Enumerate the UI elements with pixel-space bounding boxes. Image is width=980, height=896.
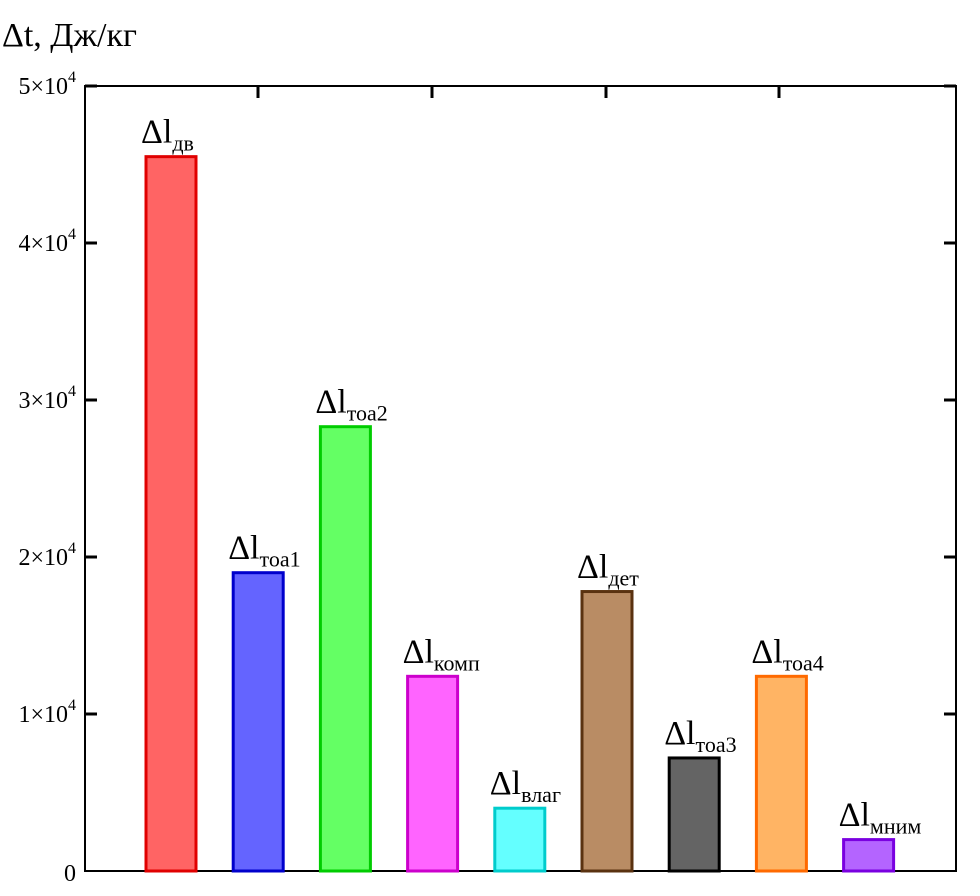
y-tick-label: 1×104 bbox=[18, 697, 76, 728]
bar-мним bbox=[842, 838, 896, 873]
y-tick-label: 0 bbox=[64, 861, 76, 887]
y-ticks: 0 1×104 2×104 3×104 4×104 5×104 bbox=[18, 69, 956, 887]
bars-group: Δlдв Δlтоа1 Δlтоа2 Δlкомп Δlвлаг Δlдет Δlтоа3 Δ… bbox=[141, 114, 922, 873]
bar-тоа4 bbox=[754, 674, 808, 873]
bar-дет bbox=[580, 590, 634, 873]
bar-тоа2 bbox=[318, 425, 372, 873]
bar-комп bbox=[406, 674, 460, 873]
bar-label-мним: Δlмним bbox=[839, 797, 922, 839]
bar-label-тоа2: Δlтоа2 bbox=[315, 384, 387, 426]
y-tick-label: 4×104 bbox=[18, 226, 76, 257]
bar-label-тоа3: Δlтоа3 bbox=[664, 715, 736, 757]
bar-label-влаг: Δlвлаг bbox=[490, 765, 561, 807]
bar-влаг bbox=[493, 806, 547, 873]
bar-label-комп: Δlкомп bbox=[403, 633, 480, 675]
plot-frame bbox=[84, 85, 957, 872]
bar-тоа1 bbox=[231, 571, 285, 873]
bar-label-дв: Δlдв bbox=[141, 114, 194, 156]
bar-тоа3 bbox=[667, 756, 721, 873]
bar-label-тоа1: Δlтоа1 bbox=[228, 530, 300, 572]
y-axis-label: Δt, Дж/кг bbox=[2, 17, 137, 54]
bar-label-тоа4: Δlтоа4 bbox=[751, 633, 823, 675]
y-tick-label: 3×104 bbox=[18, 383, 76, 414]
bar-дв bbox=[144, 155, 198, 873]
y-tick-label: 5×104 bbox=[18, 69, 76, 100]
bar-label-дет: Δlдет bbox=[577, 549, 639, 591]
y-tick-label: 2×104 bbox=[18, 540, 76, 571]
